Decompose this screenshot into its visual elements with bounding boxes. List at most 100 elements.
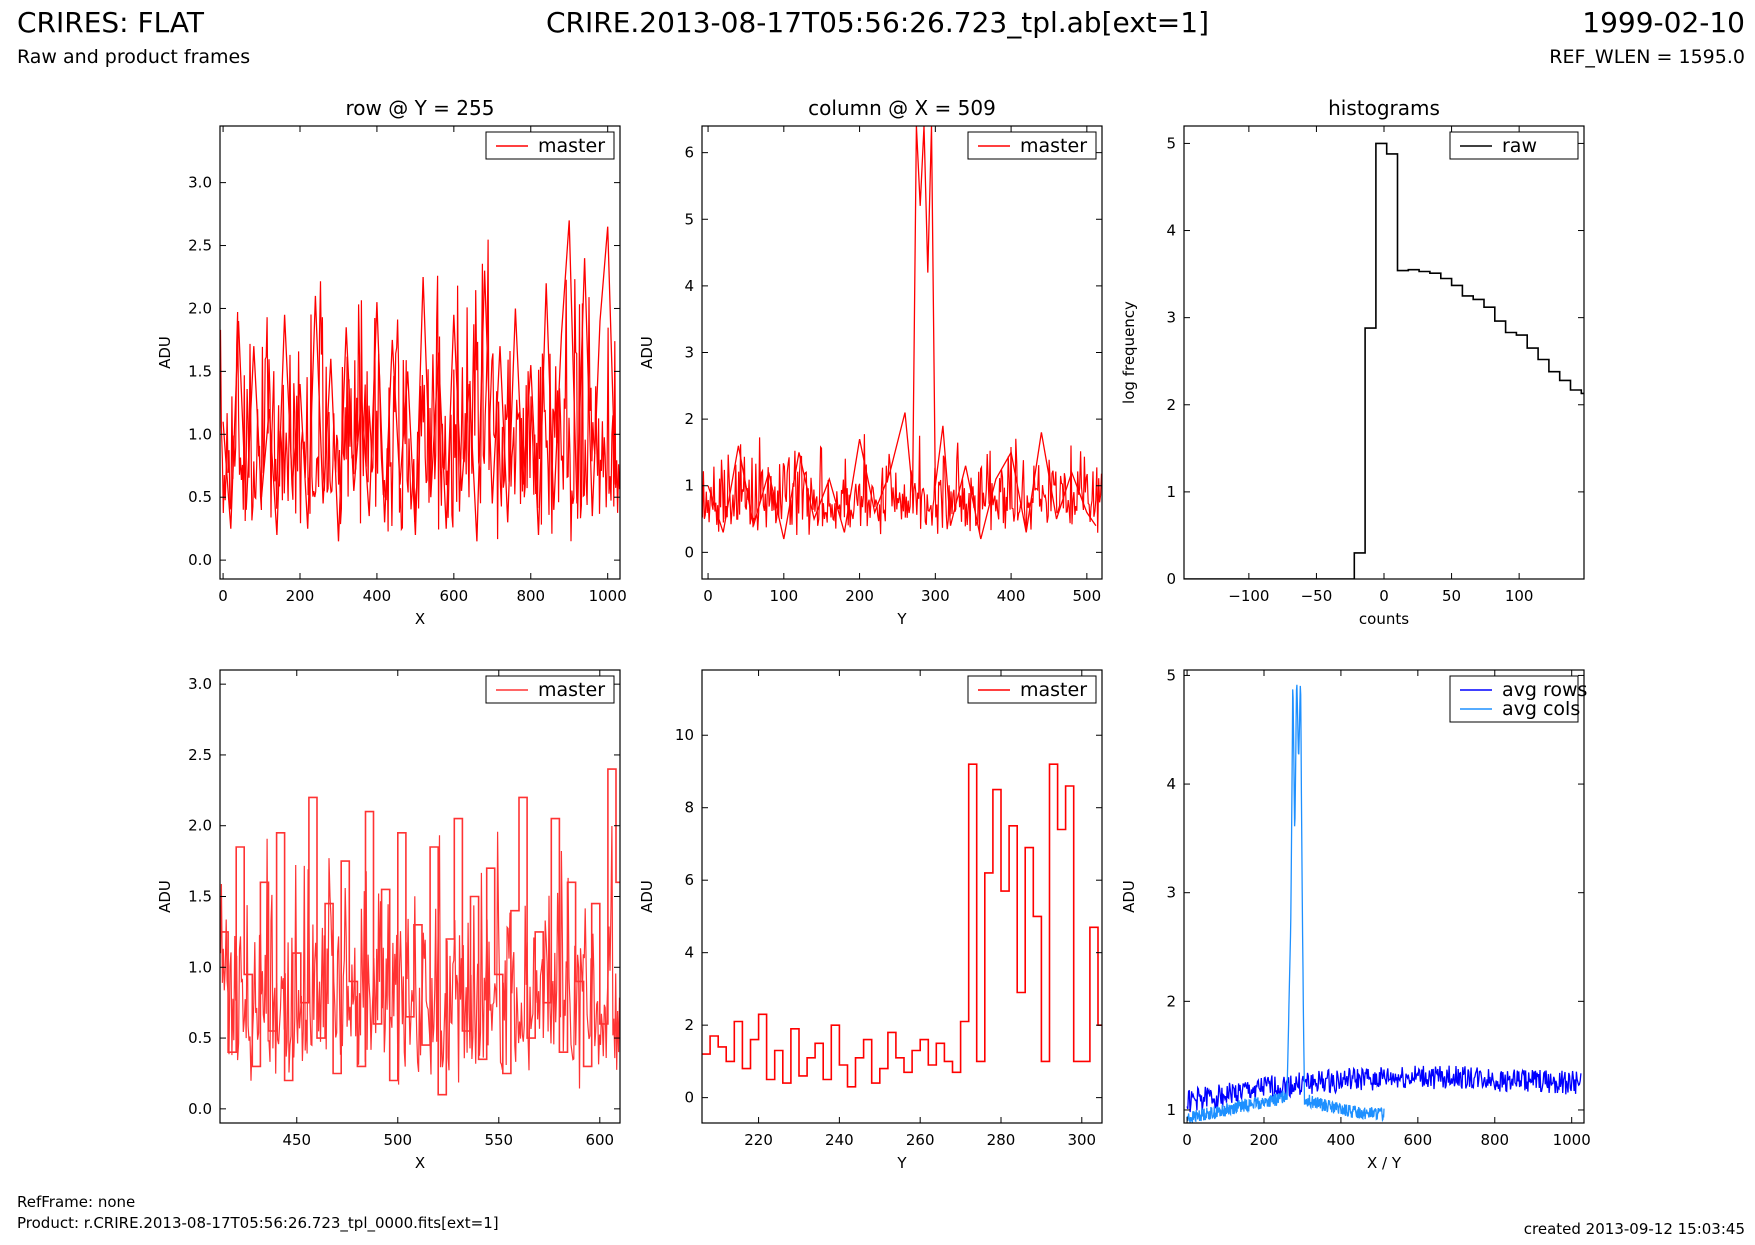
created-label: created 2013-09-12 15:03:45: [1523, 1220, 1745, 1238]
series-noise-trace: [702, 434, 1102, 536]
x-tick-label: 1000: [589, 587, 627, 605]
y-tick-label: 0.0: [188, 1100, 212, 1118]
series-line: [222, 220, 617, 542]
y-tick-label: 2.5: [188, 237, 212, 255]
y-tick-label: 6: [684, 144, 694, 162]
y-tick-label: 6: [684, 871, 694, 889]
plot-area: [702, 763, 1102, 1088]
axes-frame: [701, 669, 1103, 1124]
x-tick-label: 1000: [1553, 1131, 1591, 1149]
legend: raw: [1449, 131, 1579, 160]
plot-area: [220, 768, 620, 1096]
chart-title: column @ X = 509: [808, 96, 996, 120]
y-tick-label: 2.5: [188, 746, 212, 764]
y-tick-label: 2.0: [188, 299, 212, 317]
legend: master: [485, 675, 615, 704]
plot-area: [1186, 684, 1582, 1123]
chart-panel: 450 500 550 600 0.0 0.5 1.0 1.5 2.0 2.5 3.0 X ADU mas…: [156, 669, 621, 1172]
x-axis-label: X: [415, 610, 425, 628]
x-tick-label: 100: [769, 587, 798, 605]
y-tick-label: 3: [1166, 309, 1176, 327]
x-tick-label: 200: [286, 587, 315, 605]
chart-panel: column @ X = 509 0 100 200 300 400 500 0 1 2 3 4 5 6 Y…: [638, 96, 1103, 628]
ref-wlen-label: REF_WLEN = 1595.0: [1549, 46, 1745, 68]
legend: master: [967, 675, 1097, 704]
y-tick-label: 1.0: [188, 958, 212, 976]
y-tick-label: 1: [684, 477, 694, 495]
legend-label: master: [1020, 679, 1087, 701]
y-tick-label: 0.5: [188, 488, 212, 506]
y-tick-label: 1: [1166, 1101, 1176, 1119]
x-tick-label: 0: [218, 587, 228, 605]
x-tick-label: 600: [440, 587, 469, 605]
legend-label: avg cols: [1502, 698, 1580, 720]
x-tick-label: 200: [845, 587, 874, 605]
y-axis-label: ADU: [638, 336, 656, 369]
y-axis-label: ADU: [156, 336, 174, 369]
x-axis-label: Y: [896, 1154, 907, 1172]
y-tick-label: 8: [684, 799, 694, 817]
y-tick-label: 3.0: [188, 174, 212, 192]
y-tick-label: 3.0: [188, 675, 212, 693]
x-tick-label: 450: [282, 1131, 311, 1149]
legend-box: [1449, 675, 1579, 723]
x-tick-label: 600: [585, 1131, 614, 1149]
y-tick-label: 1.5: [188, 362, 212, 380]
x-tick-label: 550: [484, 1131, 513, 1149]
y-tick-label: 3: [1166, 884, 1176, 902]
series-line: [707, 126, 1097, 540]
legend-box: [1449, 131, 1579, 160]
page-title: CRIRES: FLAT: [17, 6, 204, 39]
x-tick-label: 0: [1379, 587, 1389, 605]
axes-frame: [1183, 125, 1585, 580]
y-tick-label: 4: [684, 277, 694, 295]
series-line: [1184, 142, 1584, 579]
y-tick-label: 1: [1166, 483, 1176, 501]
series-line: [1186, 1065, 1582, 1113]
y-tick-label: 0: [684, 543, 694, 561]
refframe-label: RefFrame: none: [17, 1193, 136, 1211]
y-tick-label: 0: [684, 1089, 694, 1107]
x-tick-label: 100: [1505, 587, 1534, 605]
x-axis-label: X / Y: [1367, 1154, 1402, 1172]
y-tick-label: 0.5: [188, 1029, 212, 1047]
legend-label: raw: [1502, 135, 1537, 157]
series-line: [1186, 684, 1385, 1123]
y-tick-label: 2: [1166, 396, 1176, 414]
x-tick-label: 50: [1442, 587, 1461, 605]
x-tick-label: 240: [825, 1131, 854, 1149]
x-axis-label: X: [415, 1154, 425, 1172]
y-tick-label: 3: [684, 344, 694, 362]
chart-title: row @ Y = 255: [346, 96, 495, 120]
legend-label: master: [538, 679, 605, 701]
y-tick-label: 2: [684, 410, 694, 428]
legend-label: avg rows: [1502, 679, 1587, 701]
page-subtitle: Raw and product frames: [17, 46, 251, 68]
y-axis-label: ADU: [638, 880, 656, 913]
chart-panel: row @ Y = 255 0 200 400 600 800 1000 0.0 0.5 1.0 1…: [156, 96, 627, 628]
series-line: [702, 763, 1102, 1088]
plot-area: [1184, 142, 1584, 579]
plot-area: [220, 220, 620, 542]
legend: master: [967, 131, 1097, 160]
frame-name: CRIRE.2013-08-17T05:56:26.723_tpl.ab[ext…: [545, 6, 1209, 39]
x-tick-label: 800: [1480, 1131, 1509, 1149]
y-axis-label: ADU: [1120, 880, 1138, 913]
x-tick-label: 0: [703, 587, 713, 605]
x-tick-label: 800: [516, 587, 545, 605]
x-tick-label: 400: [1327, 1131, 1356, 1149]
x-axis-label: counts: [1359, 610, 1409, 628]
axes-frame: [1183, 669, 1585, 1124]
y-tick-label: 2: [684, 1016, 694, 1034]
x-tick-label: 600: [1404, 1131, 1433, 1149]
y-axis-label: ADU: [156, 880, 174, 913]
legend: master: [485, 131, 615, 160]
x-tick-label: 500: [383, 1131, 412, 1149]
y-tick-label: 4: [684, 944, 694, 962]
y-tick-label: 4: [1166, 775, 1176, 793]
y-axis-label: log frequency: [1120, 301, 1138, 404]
x-tick-label: 300: [1067, 1131, 1096, 1149]
x-tick-label: 0: [1182, 1131, 1192, 1149]
